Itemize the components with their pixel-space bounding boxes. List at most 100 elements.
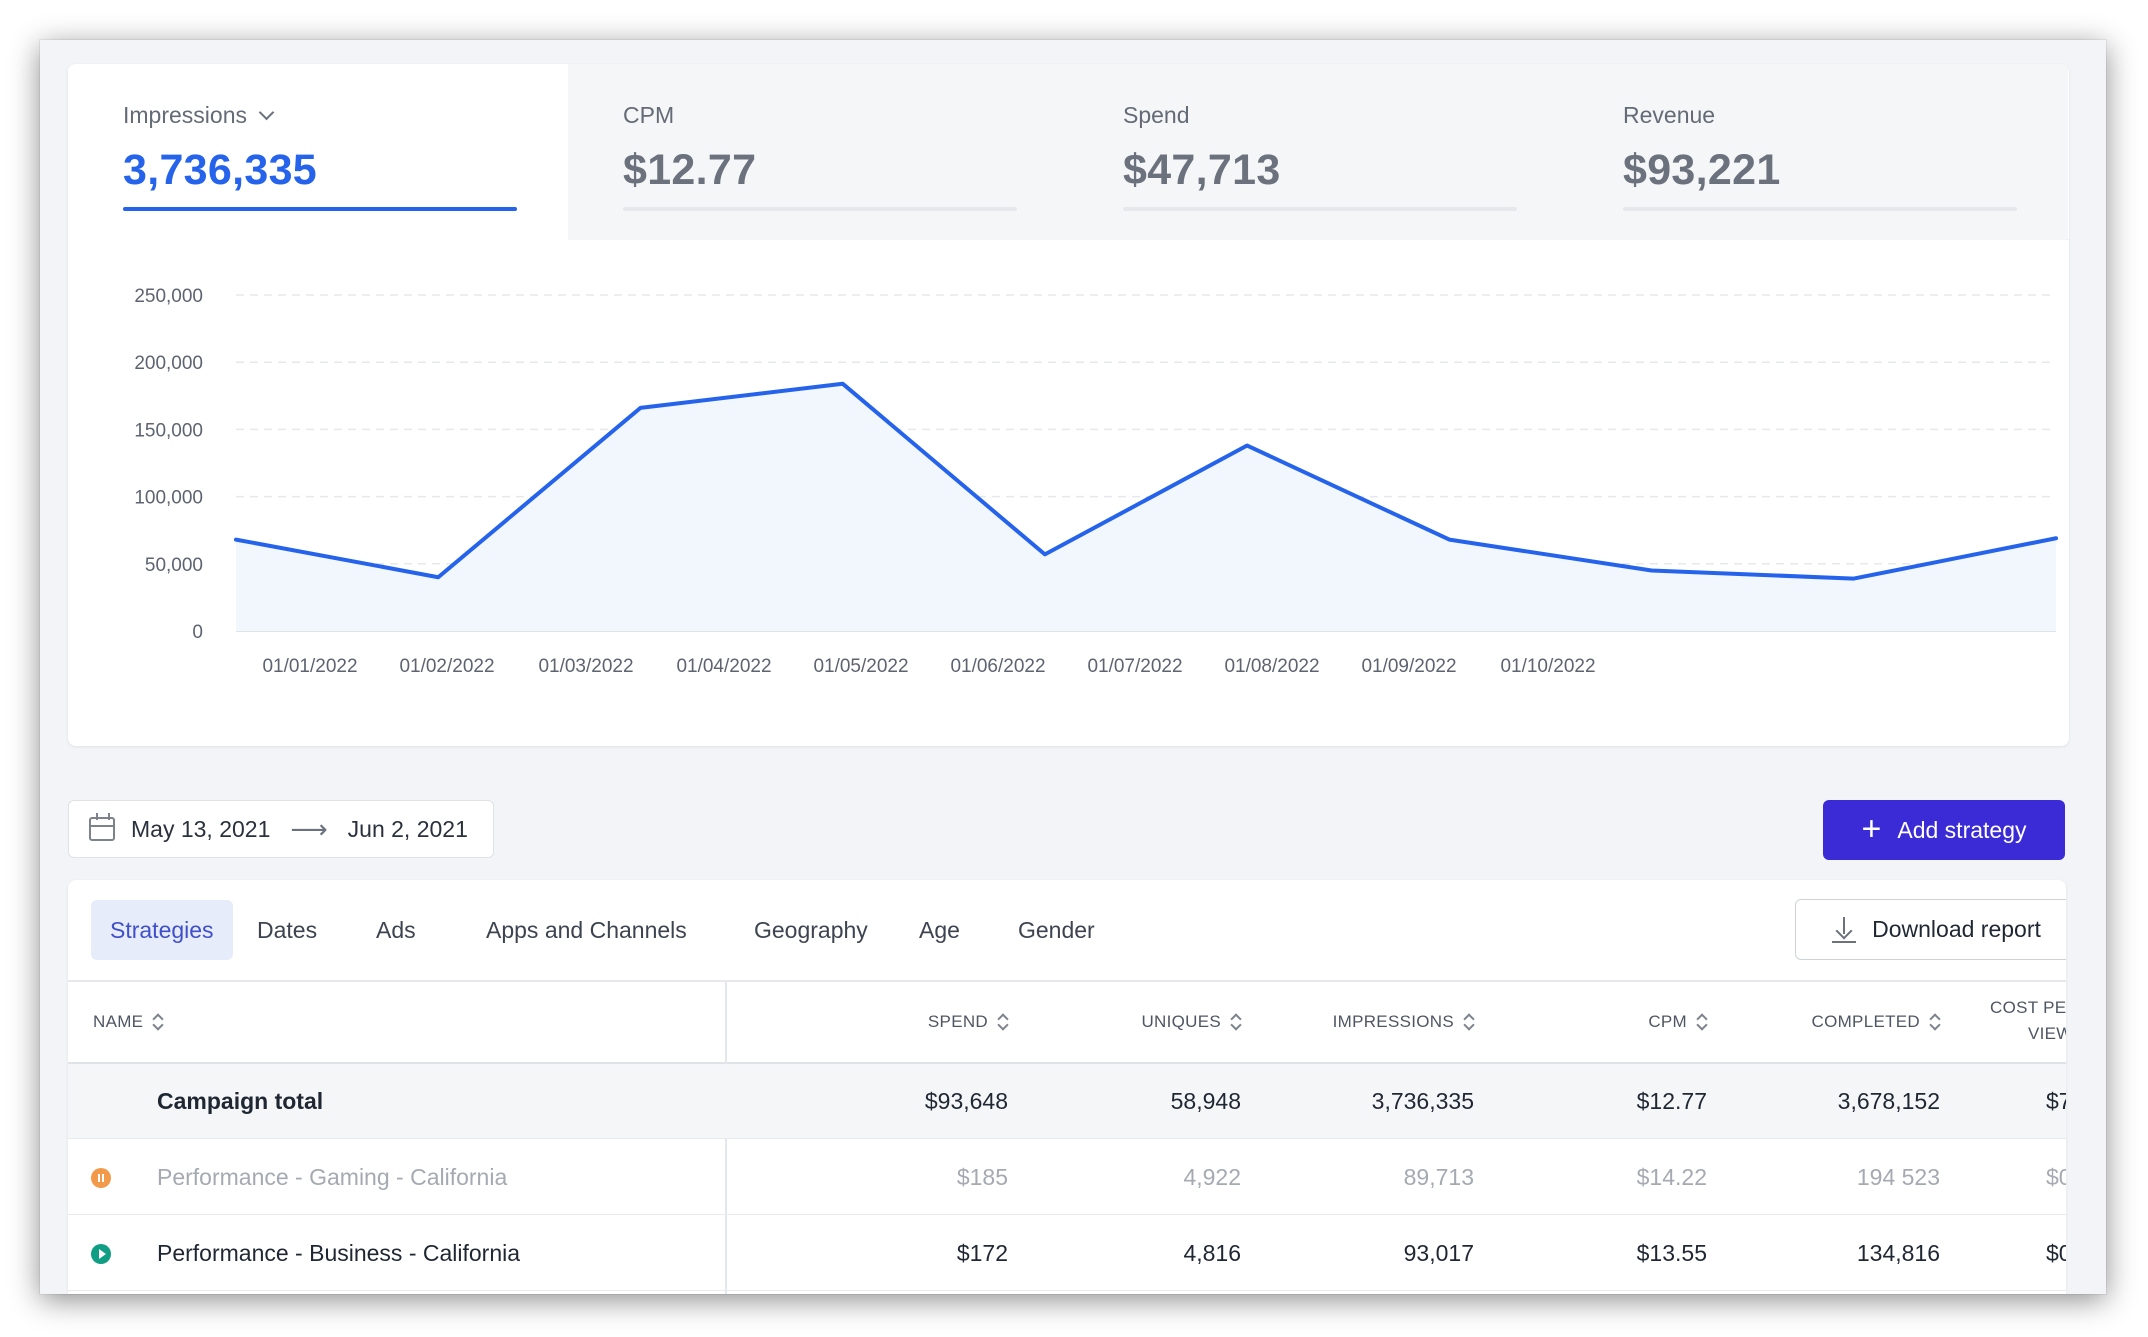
row-name: Campaign total xyxy=(157,1088,324,1114)
y-tick-label: 100,000 xyxy=(134,488,203,509)
y-tick-label: 150,000 xyxy=(134,420,203,441)
column-header-cpm[interactable]: CPM xyxy=(1474,1012,1707,1032)
pause-status-icon[interactable] xyxy=(91,1168,111,1188)
x-tick-label: 01/08/2022 xyxy=(1224,656,1319,677)
breakdown-tabs: Strategies Dates Ads Apps and Channels G… xyxy=(68,880,2066,982)
metric-tab-revenue[interactable]: Revenue $93,221 xyxy=(1568,64,2068,240)
y-tick-label: 0 xyxy=(192,622,203,643)
cell-uniques: 4,816 xyxy=(1183,1240,1241,1266)
metric-value: $93,221 xyxy=(1623,146,1781,194)
cell-completed: 3,678,152 xyxy=(1837,1088,1940,1114)
column-header-completed[interactable]: COMPLETED xyxy=(1707,1012,1940,1032)
sort-icon[interactable] xyxy=(998,1013,1008,1031)
play-status-icon[interactable] xyxy=(91,1244,111,1264)
cell-impressions: 89,713 xyxy=(1403,1164,1474,1190)
metric-tab-cpm[interactable]: CPM $12.77 xyxy=(568,64,1068,240)
tab-ads[interactable]: Ads xyxy=(376,917,416,943)
chevron-down-icon[interactable] xyxy=(258,104,275,121)
impressions-chart: 250,000 200,000 150,000 100,000 50,000 0 01/01… xyxy=(68,240,2069,746)
download-icon xyxy=(1832,916,1857,943)
column-header-impressions[interactable]: IMPRESSIONS xyxy=(1241,1012,1474,1032)
strategies-table-card: Strategies Dates Ads Apps and Channels G… xyxy=(68,880,2066,1294)
cell-cpm: $14.22 xyxy=(1636,1164,1707,1190)
column-header-spend[interactable]: SPEND xyxy=(808,1012,1008,1032)
x-tick-label: 01/10/2022 xyxy=(1500,656,1595,677)
date-range-picker[interactable]: May 13, 2021 ⟶ Jun 2, 2021 xyxy=(68,800,494,858)
x-tick-label: 01/06/2022 xyxy=(950,656,1045,677)
metric-tab-spend[interactable]: Spend $47,713 xyxy=(1068,64,1568,240)
sort-icon[interactable] xyxy=(153,1013,163,1031)
cell-impressions: 93,017 xyxy=(1403,1240,1474,1266)
tab-strategies[interactable]: Strategies xyxy=(91,900,233,960)
app-window: Impressions 3,736,335 CPM $12.77 Spend $… xyxy=(40,40,2106,1294)
x-tick-label: 01/02/2022 xyxy=(399,656,494,677)
table-header: NAME SPEND UNIQUES IMPRESSIONS CPM COMPL… xyxy=(68,982,2066,1064)
x-tick-label: 01/05/2022 xyxy=(813,656,908,677)
column-header-name[interactable]: NAME xyxy=(93,1012,163,1032)
metric-indicator xyxy=(623,207,1017,211)
metric-value: $47,713 xyxy=(1123,146,1281,194)
cell-cost-per-view: $0 xyxy=(2046,1240,2066,1266)
sort-icon[interactable] xyxy=(1697,1013,1707,1031)
cell-cost-per-view: $0 xyxy=(2046,1164,2066,1190)
metric-value: 3,736,335 xyxy=(123,146,317,194)
tab-apps-and-channels[interactable]: Apps and Channels xyxy=(486,917,687,943)
column-header-cost-per-view[interactable]: COST PER VIEW xyxy=(1990,998,2066,1043)
cell-completed: 134,816 xyxy=(1856,1240,1940,1266)
calendar-icon xyxy=(89,813,115,841)
add-strategy-button[interactable]: + Add strategy xyxy=(1823,800,2065,860)
metric-label: Impressions xyxy=(123,102,247,128)
table-row-campaign-total[interactable]: Campaign total $93,648 58,948 3,736,335 … xyxy=(68,1064,2066,1139)
metric-tabs: Impressions 3,736,335 CPM $12.77 Spend $… xyxy=(68,64,2069,240)
sort-icon[interactable] xyxy=(1464,1013,1474,1031)
add-strategy-label: Add strategy xyxy=(1897,816,2027,843)
row-name: Performance - Business - California xyxy=(157,1240,521,1266)
metric-indicator xyxy=(1623,207,2017,211)
metric-tab-impressions[interactable]: Impressions 3,736,335 xyxy=(68,64,568,240)
metric-indicator xyxy=(1123,207,1517,211)
metric-label: Spend xyxy=(1123,102,1190,128)
arrow-right-icon: ⟶ xyxy=(290,813,328,844)
row-name: Performance - Gaming - California xyxy=(157,1164,508,1190)
table-row[interactable]: Performance - Business - California $172… xyxy=(68,1216,2066,1291)
x-tick-label: 01/07/2022 xyxy=(1087,656,1182,677)
cell-spend: $185 xyxy=(956,1164,1008,1190)
cell-cost-per-view: $7 xyxy=(2046,1088,2066,1114)
x-tick-label: 01/03/2022 xyxy=(538,656,633,677)
series-area xyxy=(236,383,2056,631)
cell-completed: 194 523 xyxy=(1856,1164,1940,1190)
table-row[interactable]: Performance - Gaming - California $185 4… xyxy=(68,1140,2066,1215)
x-tick-label: 01/01/2022 xyxy=(262,656,357,677)
tab-geography[interactable]: Geography xyxy=(754,917,868,943)
metric-label: CPM xyxy=(623,102,675,128)
metric-active-indicator xyxy=(123,207,517,211)
metric-value: $12.77 xyxy=(623,146,757,194)
sort-icon[interactable] xyxy=(1930,1013,1940,1031)
cell-uniques: 4,922 xyxy=(1183,1164,1241,1190)
cell-spend: $93,648 xyxy=(924,1088,1008,1114)
download-report-button[interactable]: Download report xyxy=(1795,899,2066,960)
plus-icon: + xyxy=(1861,809,1882,848)
tab-dates[interactable]: Dates xyxy=(257,917,318,943)
download-report-label: Download report xyxy=(1872,916,2041,942)
x-tick-label: 01/04/2022 xyxy=(676,656,771,677)
x-tick-label: 01/09/2022 xyxy=(1361,656,1456,677)
tab-age[interactable]: Age xyxy=(919,917,960,943)
cell-cpm: $13.55 xyxy=(1636,1240,1707,1266)
tab-gender[interactable]: Gender xyxy=(1018,917,1095,943)
metric-label: Revenue xyxy=(1623,102,1716,128)
date-range-start: May 13, 2021 xyxy=(131,815,271,842)
line-chart-svg: 250,000 200,000 150,000 100,000 50,000 0 01/01… xyxy=(134,286,2058,677)
series-line xyxy=(234,381,2058,581)
metrics-card: Impressions 3,736,335 CPM $12.77 Spend $… xyxy=(68,64,2069,746)
cell-uniques: 58,948 xyxy=(1170,1088,1241,1114)
y-tick-label: 200,000 xyxy=(134,353,203,374)
y-tick-label: 50,000 xyxy=(145,555,203,576)
cell-cpm: $12.77 xyxy=(1636,1088,1707,1114)
y-tick-label: 250,000 xyxy=(134,286,203,307)
cell-impressions: 3,736,335 xyxy=(1371,1088,1474,1114)
sort-icon[interactable] xyxy=(1231,1013,1241,1031)
date-range-end: Jun 2, 2021 xyxy=(347,815,468,842)
cell-spend: $172 xyxy=(956,1240,1008,1266)
column-header-uniques[interactable]: UNIQUES xyxy=(1008,1012,1241,1032)
